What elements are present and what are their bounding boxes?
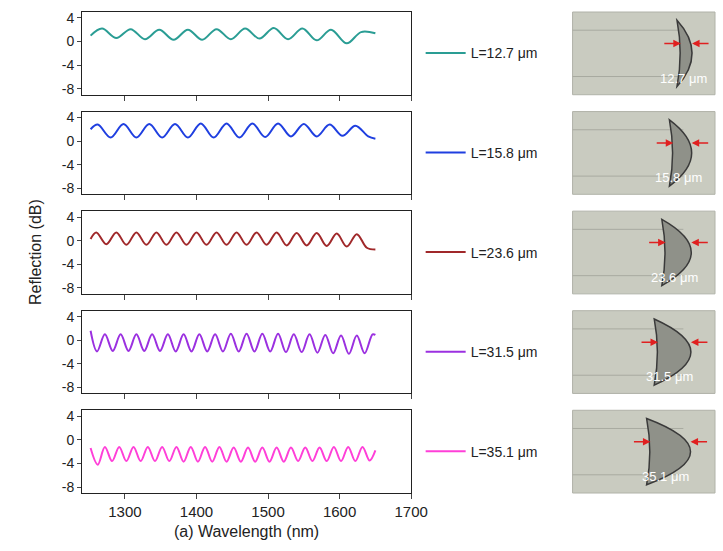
svg-text:4: 4	[66, 408, 74, 424]
svg-text:0: 0	[66, 432, 74, 448]
svg-text:L=23.6 μm: L=23.6 μm	[471, 245, 538, 261]
svg-text:(a) Wavelength (nm): (a) Wavelength (nm)	[174, 523, 319, 540]
svg-text:4: 4	[66, 10, 74, 26]
svg-text:L=31.5 μm: L=31.5 μm	[471, 344, 538, 360]
svg-text:1600: 1600	[323, 503, 356, 520]
svg-text:1400: 1400	[180, 503, 213, 520]
svg-text:-4: -4	[62, 57, 75, 73]
svg-text:-4: -4	[62, 356, 75, 372]
svg-text:L=35.1 μm: L=35.1 μm	[471, 444, 538, 460]
svg-text:35.1 μm: 35.1 μm	[642, 469, 689, 484]
svg-text:1500: 1500	[251, 503, 284, 520]
svg-text:0: 0	[66, 133, 74, 149]
svg-text:-8: -8	[62, 180, 75, 196]
svg-text:4: 4	[66, 209, 74, 225]
svg-text:12.7 μm: 12.7 μm	[660, 71, 707, 86]
svg-text:-4: -4	[62, 455, 75, 471]
svg-text:-4: -4	[62, 157, 75, 173]
svg-text:1700: 1700	[394, 503, 427, 520]
svg-text:0: 0	[66, 33, 74, 49]
svg-text:-8: -8	[62, 379, 75, 395]
svg-text:23.6 μm: 23.6 μm	[651, 270, 698, 285]
svg-text:15.8 μm: 15.8 μm	[655, 170, 702, 185]
svg-text:31.5 μm: 31.5 μm	[646, 369, 693, 384]
svg-text:0: 0	[66, 332, 74, 348]
svg-text:4: 4	[66, 109, 74, 125]
svg-text:0: 0	[66, 233, 74, 249]
svg-text:1300: 1300	[108, 503, 141, 520]
svg-text:L=12.7 μm: L=12.7 μm	[471, 45, 538, 61]
svg-text:-8: -8	[62, 81, 75, 97]
svg-text:Reflection (dB): Reflection (dB)	[27, 199, 44, 305]
svg-text:4: 4	[66, 309, 74, 325]
svg-text:L=15.8 μm: L=15.8 μm	[471, 145, 538, 161]
svg-text:-4: -4	[62, 256, 75, 272]
svg-text:-8: -8	[62, 280, 75, 296]
svg-text:-8: -8	[62, 479, 75, 495]
